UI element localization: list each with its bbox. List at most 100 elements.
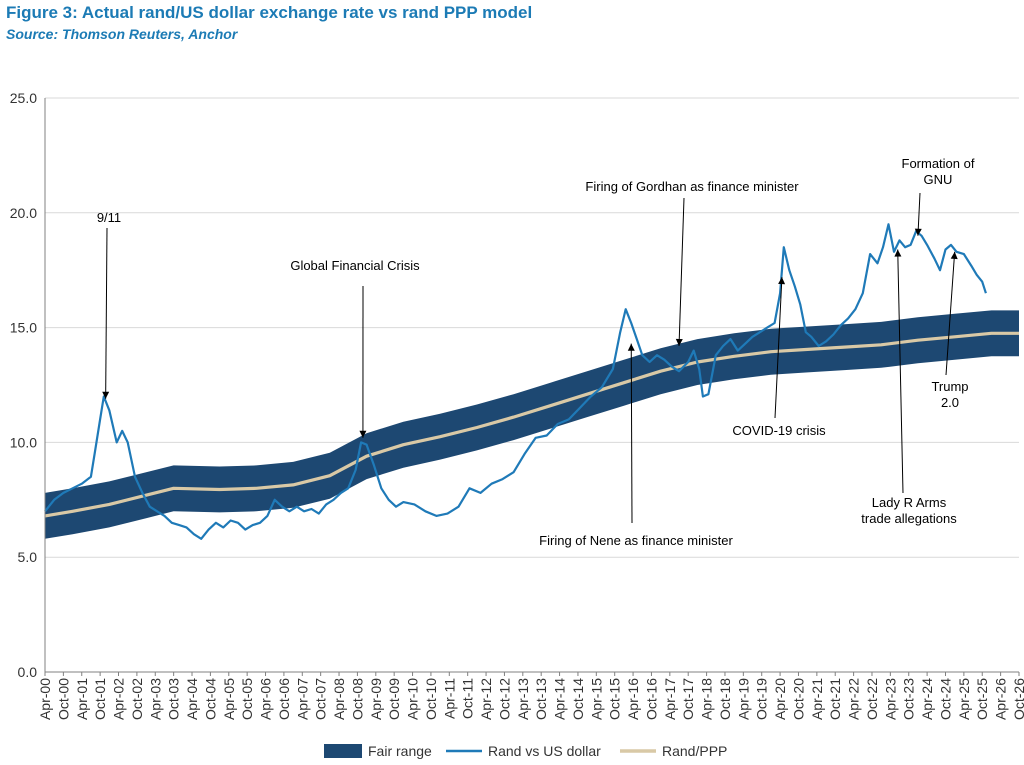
x-tick-label: Apr-15 — [588, 678, 604, 720]
y-tick-label: 25.0 — [10, 90, 37, 106]
annotation-arrowhead — [894, 249, 902, 257]
x-tick-label: Oct-14 — [570, 678, 586, 720]
x-tick-label: Oct-13 — [533, 678, 549, 720]
x-tick-label: Apr-23 — [882, 678, 898, 720]
x-tick-label: Apr-06 — [258, 678, 274, 720]
annotation-label: Lady R Arms trade allegations — [861, 495, 957, 526]
fair-range-band — [45, 310, 1019, 539]
x-tick-label: Oct-10 — [423, 678, 439, 720]
x-tick-label: Oct-16 — [643, 678, 659, 720]
x-tick-label: Oct-12 — [496, 678, 512, 720]
annotation-arrow — [897, 249, 904, 494]
x-tick-label: Apr-26 — [993, 678, 1009, 720]
legend-label-fair-range: Fair range — [368, 743, 432, 759]
x-tick-label: Apr-10 — [405, 678, 421, 720]
x-tick-label: Oct-00 — [55, 678, 71, 720]
annotation-arrowhead — [359, 430, 367, 438]
x-tick-label: Apr-16 — [625, 678, 641, 720]
x-tick-label: Apr-25 — [956, 678, 972, 720]
x-tick-label: Oct-26 — [1011, 678, 1024, 720]
y-tick-label: 10.0 — [10, 434, 37, 450]
annotation-arrow — [945, 251, 956, 376]
x-tick-label: Apr-11 — [441, 678, 457, 719]
x-tick-label: Oct-01 — [92, 678, 108, 720]
annotation-label: Firing of Gordhan as finance minister — [585, 179, 799, 194]
x-tick-label: Oct-02 — [129, 678, 145, 720]
annotation-label: Formation of GNU — [902, 156, 975, 187]
x-tick-label: Apr-21 — [809, 678, 825, 720]
annotation-arrowhead — [950, 251, 958, 260]
y-tick-label: 5.0 — [18, 549, 38, 565]
x-tick-label: Apr-03 — [147, 678, 163, 720]
x-tick-label: Oct-25 — [974, 678, 990, 720]
annotation-label: COVID-19 crisis — [732, 423, 826, 438]
axes — [44, 98, 1020, 676]
annotation-arrow — [105, 227, 108, 399]
legend-label-rand-usd: Rand vs US dollar — [488, 743, 601, 759]
annotation-arrowhead — [102, 391, 110, 399]
x-tick-label: Oct-04 — [202, 678, 218, 720]
x-tick-label: Apr-00 — [37, 678, 53, 720]
x-tick-label: Oct-23 — [901, 678, 917, 720]
x-tick-label: Oct-11 — [460, 678, 476, 719]
x-tick-label: Oct-24 — [937, 678, 953, 720]
x-tick-label: Apr-19 — [735, 678, 751, 720]
annotation-arrow — [630, 343, 633, 524]
x-tick-label: Oct-21 — [827, 678, 843, 720]
fair-range-area — [45, 310, 1019, 539]
x-tick-label: Oct-03 — [166, 678, 182, 720]
x-tick-label: Oct-19 — [754, 678, 770, 720]
annotation-arrowhead — [675, 338, 683, 346]
x-tick-label: Apr-01 — [74, 678, 90, 720]
x-tick-label: Oct-06 — [276, 678, 292, 720]
annotation-label: 9/11 — [97, 210, 121, 225]
figure-title: Figure 3: Actual rand/US dollar exchange… — [6, 3, 533, 22]
x-tick-label: Apr-07 — [294, 678, 310, 720]
x-tick-label: Apr-04 — [184, 678, 200, 720]
x-tick-label: Apr-20 — [772, 678, 788, 720]
rand-usd-line — [44, 223, 987, 540]
y-tick-label: 15.0 — [10, 320, 37, 336]
annotation-label: Global Financial Crisis — [290, 258, 420, 273]
x-tick-label: Apr-09 — [368, 678, 384, 720]
x-tick-label: Apr-02 — [111, 678, 127, 720]
x-tick-label: Oct-09 — [386, 678, 402, 720]
annotation-arrow — [678, 197, 685, 346]
annotation-arrowhead — [914, 228, 922, 236]
x-tick-label: Apr-08 — [331, 678, 347, 720]
x-tick-label: Apr-12 — [478, 678, 494, 720]
y-tick-label: 0.0 — [18, 664, 38, 680]
annotation-arrowhead — [627, 343, 635, 351]
x-tick-label: Oct-20 — [790, 678, 806, 720]
x-tick-label: Apr-05 — [221, 678, 237, 720]
legend-swatch-fair-range — [324, 744, 362, 758]
x-tick-label: Oct-05 — [239, 678, 255, 720]
x-tick-label: Oct-08 — [349, 678, 365, 720]
x-tick-label: Apr-24 — [919, 678, 935, 720]
ppp-line — [44, 331, 1019, 518]
x-tick-label: Oct-22 — [864, 678, 880, 720]
x-tick-label: Apr-14 — [552, 678, 568, 720]
x-tick-label: Oct-15 — [607, 678, 623, 720]
figure-source: Source: Thomson Reuters, Anchor — [6, 26, 238, 42]
y-axis-labels: 0.0 5.0 10.0 15.0 20.0 25.0 — [10, 90, 37, 680]
annotation-arrow — [774, 277, 783, 419]
x-tick-label: Apr-18 — [699, 678, 715, 720]
legend: Fair range Rand vs US dollar Rand/PPP — [324, 743, 727, 759]
legend-label-ppp: Rand/PPP — [662, 743, 727, 759]
annotations: 9/11 Global Financial Crisis Firing of Gor… — [97, 156, 975, 548]
annotation-label: Trump 2.0 — [931, 379, 968, 410]
x-tick-label: Apr-13 — [515, 678, 531, 720]
series-lines — [44, 223, 1019, 540]
y-tick-label: 20.0 — [10, 205, 37, 221]
x-tick-label: Apr-22 — [846, 678, 862, 720]
x-tick-label: Oct-18 — [717, 678, 733, 720]
annotation-arrowhead — [778, 277, 786, 285]
x-tick-label: Apr-17 — [662, 678, 678, 720]
x-tick-label: Oct-07 — [313, 678, 329, 720]
x-axis-labels: Apr-00 Oct-00 Apr-01 Oct-01 Apr-02 Oct-02 Apr-… — [37, 678, 1024, 720]
annotation-arrow — [917, 192, 921, 236]
annotation-label: Firing of Nene as finance minister — [539, 533, 733, 548]
x-tick-label: Oct-17 — [680, 678, 696, 720]
